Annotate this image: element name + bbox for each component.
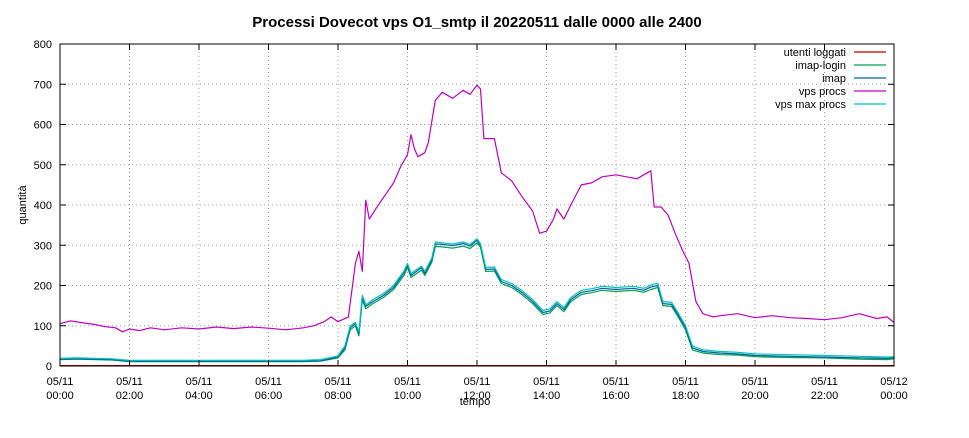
y-tick-label: 100 (34, 321, 52, 333)
y-axis-ticks: 0 100 200 300 400 500 600 700 800 (34, 39, 894, 373)
plot-area (59, 84, 895, 367)
x-tick-label-date: 05/11 (325, 376, 352, 388)
x-tick-label-time: 00:00 (46, 390, 74, 402)
legend-label: vps max procs (775, 99, 846, 111)
x-tick-label-time: 20:00 (741, 390, 769, 402)
y-tick-label: 400 (34, 200, 52, 212)
y-tick-label: 800 (34, 39, 52, 51)
x-tick-label-time: 16:00 (602, 390, 630, 402)
x-tick-label-time: 00:00 (880, 390, 908, 402)
x-tick-label-time: 10:00 (394, 390, 422, 402)
x-tick-label-date: 05/11 (255, 376, 282, 388)
x-tick-label-time: 12:00 (463, 390, 491, 402)
x-tick-label-date: 05/11 (464, 376, 491, 388)
x-tick-label-time: 22:00 (811, 390, 839, 402)
y-tick-label: 200 (34, 281, 52, 293)
x-tick-label-date: 05/11 (116, 376, 143, 388)
legend-label: vps procs (799, 86, 847, 98)
x-tick-label-date: 05/12 (880, 376, 908, 388)
x-tick-label-date: 05/11 (533, 376, 560, 388)
x-tick-label-date: 05/11 (742, 376, 769, 388)
series-line-vps-max-procs (59, 238, 895, 361)
chart-title: Processi Dovecot vps O1_smtp il 20220511… (252, 14, 701, 31)
x-tick-label-date: 05/11 (186, 376, 213, 388)
x-tick-label-date: 05/11 (394, 376, 421, 388)
x-tick-label-time: 06:00 (255, 390, 283, 402)
legend-label: imap (822, 73, 846, 85)
x-tick-label-date: 05/11 (603, 376, 630, 388)
legend-label: utenti loggati (784, 47, 846, 59)
x-tick-label-date: 05/11 (811, 376, 838, 388)
x-tick-label-time: 02:00 (116, 390, 144, 402)
y-tick-label: 300 (34, 240, 52, 252)
y-tick-label: 700 (34, 79, 52, 91)
x-tick-label-time: 08:00 (324, 390, 352, 402)
series-line-vps-procs (59, 84, 895, 333)
y-tick-label: 600 (34, 120, 52, 132)
grid (60, 44, 894, 366)
x-tick-label-time: 14:00 (533, 390, 561, 402)
x-tick-label-date: 05/11 (672, 376, 699, 388)
x-tick-label-time: 04:00 (185, 390, 213, 402)
y-axis-label: quantità (17, 185, 29, 225)
y-tick-label: 0 (46, 361, 52, 373)
x-axis-ticks: 05/11 00:00 05/11 02:00 05/11 04:00 05/11 06:00… (46, 44, 908, 402)
x-axis-label: tempo (460, 396, 491, 408)
x-tick-label-date: 05/11 (47, 376, 74, 388)
y-tick-label: 500 (34, 160, 52, 172)
legend-label: imap-login (795, 60, 846, 72)
x-tick-label-time: 18:00 (672, 390, 700, 402)
